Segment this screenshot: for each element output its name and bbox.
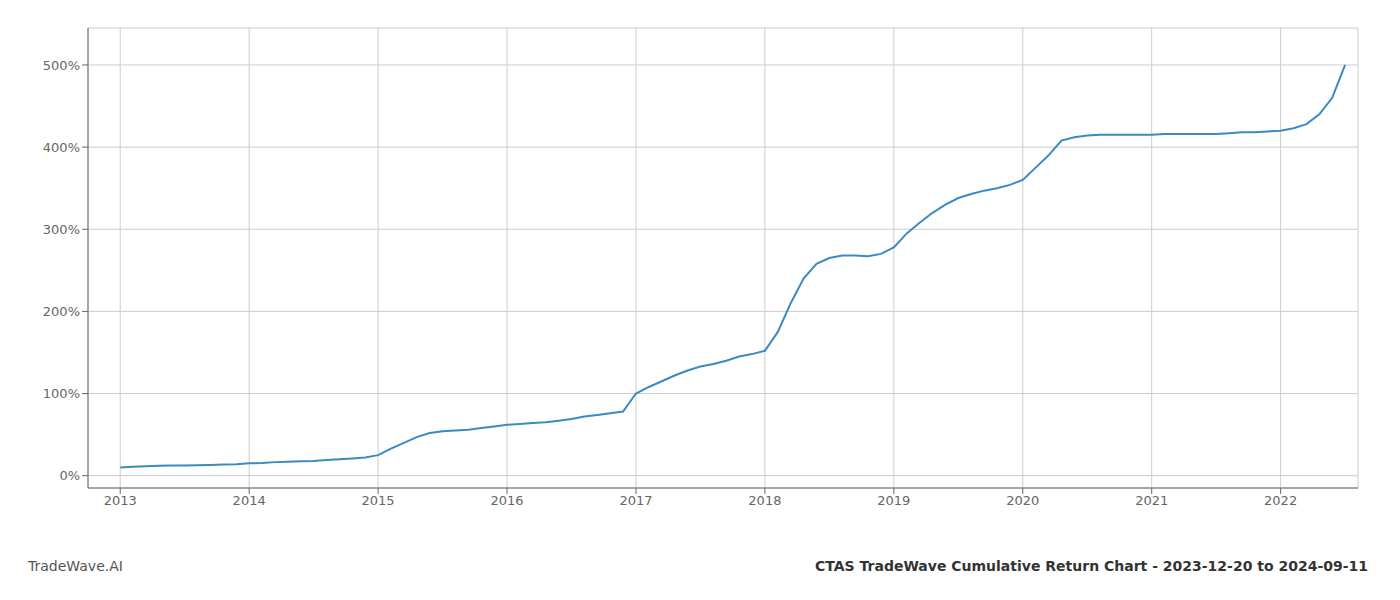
svg-text:400%: 400% xyxy=(43,140,80,155)
html-text:CTAS TradeWave Cumulative Retu: CTAS TradeWave Cumulative Return Chart -… xyxy=(815,558,1368,574)
svg-text:2021: 2021 xyxy=(1135,493,1168,508)
svg-text:2014: 2014 xyxy=(233,493,266,508)
svg-text:2020: 2020 xyxy=(1006,493,1039,508)
html-text:TradeWave.AI: TradeWave.AI xyxy=(28,558,123,574)
svg-text:2019: 2019 xyxy=(877,493,910,508)
svg-text:500%: 500% xyxy=(43,58,80,73)
svg-text:2018: 2018 xyxy=(748,493,781,508)
svg-text:2016: 2016 xyxy=(490,493,523,508)
svg-text:200%: 200% xyxy=(43,304,80,319)
svg-text:2015: 2015 xyxy=(362,493,395,508)
svg-text:0%: 0% xyxy=(59,468,80,483)
svg-text:100%: 100% xyxy=(43,386,80,401)
svg-text:300%: 300% xyxy=(43,222,80,237)
svg-text:2017: 2017 xyxy=(619,493,652,508)
svg-text:2022: 2022 xyxy=(1264,493,1297,508)
svg-text:2013: 2013 xyxy=(104,493,137,508)
